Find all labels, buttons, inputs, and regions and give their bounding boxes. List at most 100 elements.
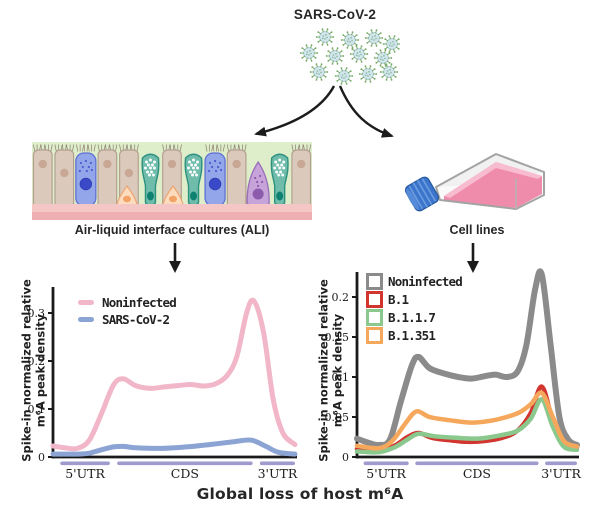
mucin-granule: [278, 166, 282, 170]
series-line-noninfected: [50, 297, 298, 452]
cilia: [212, 144, 215, 152]
legend-label: SARS-CoV-2: [102, 312, 170, 327]
legend-label: Noninfected: [102, 295, 177, 310]
y-tick-label: 0.2: [332, 291, 350, 304]
legend-label: B.1.1.7: [388, 309, 436, 325]
speckle: [259, 174, 262, 178]
speckle: [254, 176, 257, 180]
mucin-granule: [188, 160, 192, 164]
speckle: [207, 169, 211, 173]
virus-icon: [334, 67, 354, 85]
columnar-cell: [291, 149, 312, 209]
curved-arrow-right-icon: [338, 85, 394, 138]
speckle: [78, 169, 81, 173]
mucin-granule: [146, 163, 150, 167]
cilia: [72, 144, 75, 152]
speckle: [261, 180, 264, 184]
cilia: [97, 144, 100, 152]
cell-nucleus: [146, 191, 154, 201]
virus-icon: [309, 63, 329, 81]
mucin-granule: [194, 163, 198, 167]
cilia: [136, 144, 139, 152]
cell-chart-legend: Noninfected B.1 B.1.1.7 B.1.351: [366, 272, 463, 344]
cell-lines-label: Cell lines: [449, 223, 505, 237]
mucin-granule: [143, 166, 147, 170]
cell-nucleus: [297, 159, 306, 169]
cilia: [50, 144, 53, 152]
virus-icon: [349, 45, 369, 63]
virus-icon: [379, 63, 399, 81]
segment-bar: [363, 461, 409, 466]
legend-swatch-b1: [366, 290, 383, 308]
y-tick-label: 0.1: [28, 403, 46, 416]
mucin-granule: [282, 160, 286, 164]
cilia: [215, 144, 218, 152]
cell-nucleus: [167, 159, 177, 169]
ali-chart: 0 0.1 0.2 0.3 5'UTR CDS 3'UTR: [28, 287, 298, 480]
speckle: [256, 180, 259, 184]
mucin-granule: [189, 170, 193, 174]
segment-label: 3'UTR: [258, 466, 298, 480]
cilia: [226, 144, 229, 152]
segment-label: CDS: [171, 466, 199, 480]
legend-label: Noninfected: [388, 273, 463, 289]
cell-nucleus: [190, 191, 198, 201]
legend-swatch-sars-cov-2: [78, 317, 94, 322]
virus-icon: [315, 28, 335, 46]
legend-item-sars-cov-2: SARS-CoV-2: [78, 311, 176, 328]
mucin-granule: [280, 163, 284, 167]
cilia: [83, 144, 86, 152]
legend-item-noninfected: Noninfected: [78, 294, 177, 311]
legend-swatch-noninfected: [78, 300, 94, 305]
speckle: [208, 161, 212, 165]
cell-nucleus: [252, 188, 264, 200]
mucin-granule: [145, 170, 149, 174]
segment-label: CDS: [463, 466, 491, 480]
cilia: [54, 144, 57, 152]
ali-chart-legend: Noninfected SARS-CoV-2: [78, 294, 177, 328]
cilia: [86, 144, 89, 152]
speckle: [213, 159, 217, 163]
y-tick-label: 0.05: [325, 411, 350, 424]
columnar-cell: [226, 149, 247, 209]
flask-cap: [404, 176, 440, 212]
cell-nucleus: [169, 195, 177, 203]
down-arrow-icon: [169, 243, 181, 273]
mucin-granule: [190, 163, 194, 167]
legend-label: B.1.351: [388, 327, 436, 343]
legend-swatch-b1351: [366, 326, 383, 344]
legend-item-b117: B.1.1.7: [366, 308, 462, 326]
mucin-granule: [187, 166, 191, 170]
cell-nucleus: [208, 177, 222, 191]
mucin-granule: [192, 158, 196, 162]
speckle: [87, 165, 90, 169]
mucin-granule: [274, 160, 278, 164]
split-arrows: [254, 85, 394, 138]
basement-membrane: [32, 204, 312, 212]
virus-icon: [299, 44, 319, 62]
segment-bar: [60, 461, 110, 466]
series-line-sars-cov-2: [50, 437, 298, 457]
mucin-granule: [196, 160, 200, 164]
columnar-cell: [32, 149, 53, 209]
virus-cluster-icon: [299, 28, 400, 85]
cilia: [205, 144, 208, 152]
cell-nucleus: [60, 168, 69, 178]
cilia: [115, 144, 118, 152]
virus-icon: [325, 47, 345, 65]
segment-bar: [415, 461, 539, 466]
ali-label: Air-liquid interface cultures (ALI): [74, 223, 270, 237]
airway-epithelium-illustration: [32, 142, 312, 220]
legend-item-noninfected: Noninfected: [366, 272, 463, 290]
cell-nucleus: [38, 159, 47, 169]
figure-caption: Global loss of host m⁶A: [196, 485, 404, 503]
cilia: [119, 144, 122, 152]
cell-nucleus: [276, 191, 284, 201]
mucin-granule: [278, 158, 282, 162]
speckle: [218, 161, 222, 165]
y-tick-label: 0.15: [325, 331, 350, 344]
y-tick-label: 0.3: [28, 307, 46, 320]
mucin-granule: [282, 166, 286, 170]
mucin-granule: [276, 163, 280, 167]
